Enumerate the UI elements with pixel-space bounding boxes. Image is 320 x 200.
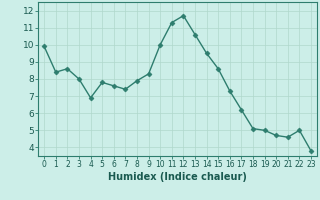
X-axis label: Humidex (Indice chaleur): Humidex (Indice chaleur) [108, 172, 247, 182]
